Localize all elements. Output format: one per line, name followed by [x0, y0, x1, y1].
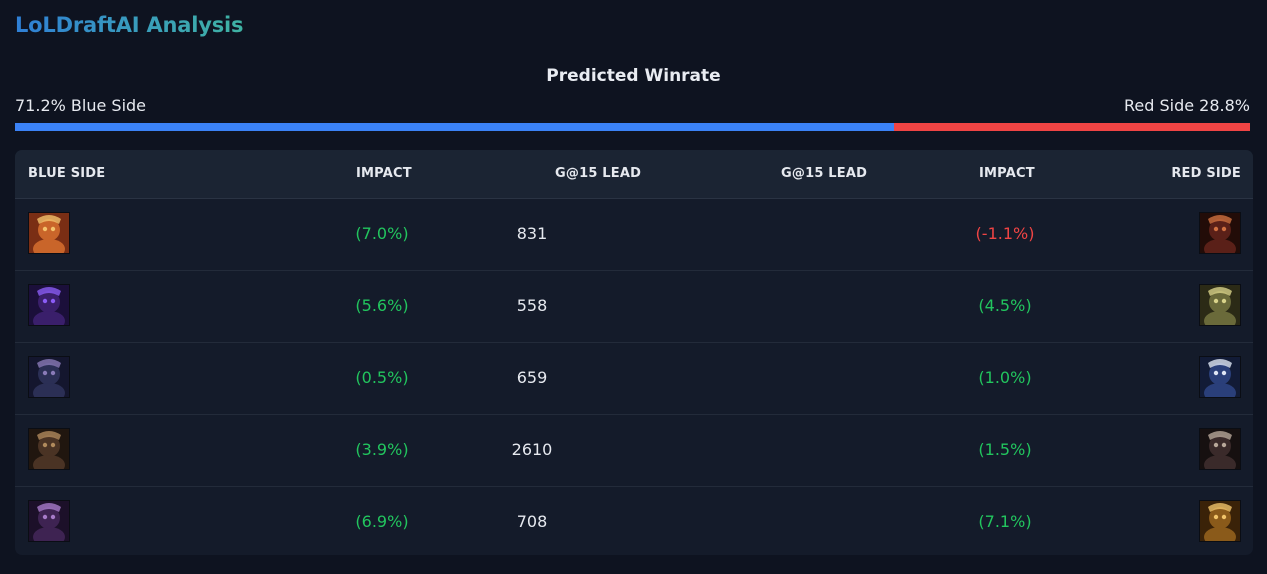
header-blue-impact: IMPACT [356, 166, 412, 181]
winrate-bar-blue [15, 123, 895, 131]
red-impact-value: (1.5%) [978, 440, 1032, 459]
table-row: (0.5%) 659 (1.0%) [15, 343, 1253, 415]
table-row: (3.9%) 2610 (1.5%) [15, 415, 1253, 487]
header-red-impact: IMPACT [979, 166, 1035, 181]
blue-gold-lead-value: 2610 [511, 440, 553, 459]
blue-gold-lead-value: 558 [516, 296, 548, 315]
header-red-side: RED SIDE [1171, 166, 1241, 181]
red-impact-value: (-1.1%) [975, 224, 1035, 243]
blue-champion-portrait-icon [28, 284, 70, 326]
table-header: BLUE SIDE IMPACT G@15 LEAD G@15 LEAD IMP… [15, 150, 1253, 199]
blue-champion-portrait-icon [28, 212, 70, 254]
red-champion-portrait-icon [1199, 428, 1241, 470]
header-red-gold-lead: G@15 LEAD [781, 166, 868, 181]
winrate-bar [15, 123, 1250, 131]
blue-champion-portrait-icon [28, 428, 70, 470]
table-row: (5.6%) 558 (4.5%) [15, 271, 1253, 343]
blue-champion-portrait-icon [28, 356, 70, 398]
blue-champion-portrait-icon [28, 500, 70, 542]
blue-gold-lead-value: 659 [516, 368, 548, 387]
red-champion-portrait-icon [1199, 500, 1241, 542]
blue-gold-lead-value: 831 [516, 224, 548, 243]
table-row: (6.9%) 708 (7.1%) [15, 487, 1253, 555]
draft-analysis-table: BLUE SIDE IMPACT G@15 LEAD G@15 LEAD IMP… [15, 150, 1253, 555]
table-row: (7.0%) 831 (-1.1%) [15, 199, 1253, 271]
blue-impact-value: (5.6%) [355, 296, 409, 315]
red-champion-portrait-icon [1199, 356, 1241, 398]
red-champion-portrait-icon [1199, 284, 1241, 326]
red-impact-value: (7.1%) [978, 512, 1032, 531]
header-blue-side: BLUE SIDE [28, 166, 106, 181]
app-title: LoLDraftAI Analysis [15, 13, 244, 37]
blue-impact-value: (7.0%) [355, 224, 409, 243]
blue-gold-lead-value: 708 [516, 512, 548, 531]
blue-impact-value: (6.9%) [355, 512, 409, 531]
red-impact-value: (4.5%) [978, 296, 1032, 315]
red-champion-portrait-icon [1199, 212, 1241, 254]
red-impact-value: (1.0%) [978, 368, 1032, 387]
blue-winrate-label: 71.2% Blue Side [15, 96, 147, 115]
blue-impact-value: (0.5%) [355, 368, 409, 387]
winrate-title: Predicted Winrate [546, 66, 721, 86]
red-winrate-label: Red Side 28.8% [1124, 96, 1250, 115]
blue-impact-value: (3.9%) [355, 440, 409, 459]
header-blue-gold-lead: G@15 LEAD [555, 166, 642, 181]
winrate-bar-red [894, 123, 1250, 131]
